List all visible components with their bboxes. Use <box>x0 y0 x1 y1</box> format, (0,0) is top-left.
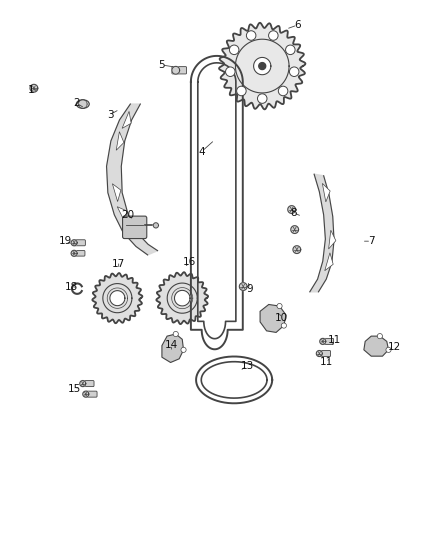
Polygon shape <box>322 183 330 202</box>
Text: 1: 1 <box>28 85 34 95</box>
Text: 8: 8 <box>290 208 297 217</box>
Ellipse shape <box>247 31 256 41</box>
Polygon shape <box>254 58 271 75</box>
Ellipse shape <box>268 31 278 41</box>
Polygon shape <box>239 282 247 290</box>
Polygon shape <box>364 336 389 356</box>
Polygon shape <box>116 132 124 150</box>
FancyBboxPatch shape <box>74 240 85 246</box>
Polygon shape <box>30 84 38 92</box>
FancyBboxPatch shape <box>123 216 147 239</box>
Text: 13: 13 <box>240 361 254 370</box>
FancyBboxPatch shape <box>172 67 187 74</box>
Polygon shape <box>83 391 89 397</box>
Text: 6: 6 <box>294 20 301 30</box>
Text: 3: 3 <box>107 110 113 119</box>
Polygon shape <box>260 304 286 333</box>
Ellipse shape <box>181 347 186 352</box>
Ellipse shape <box>237 86 246 96</box>
Text: 10: 10 <box>275 313 288 323</box>
Polygon shape <box>293 246 301 254</box>
FancyBboxPatch shape <box>319 351 331 357</box>
Text: 4: 4 <box>198 147 205 157</box>
Polygon shape <box>92 273 142 323</box>
Polygon shape <box>310 174 334 292</box>
Polygon shape <box>117 207 127 223</box>
FancyBboxPatch shape <box>83 381 94 386</box>
Text: 18: 18 <box>64 281 78 292</box>
Polygon shape <box>328 230 336 249</box>
Ellipse shape <box>286 45 295 54</box>
Ellipse shape <box>386 347 391 352</box>
Text: 11: 11 <box>328 335 342 345</box>
Ellipse shape <box>76 100 89 108</box>
Ellipse shape <box>226 67 235 76</box>
FancyBboxPatch shape <box>322 338 334 344</box>
FancyBboxPatch shape <box>74 251 85 256</box>
Polygon shape <box>174 290 190 306</box>
Text: 7: 7 <box>368 236 374 246</box>
Polygon shape <box>153 223 159 228</box>
Polygon shape <box>106 104 158 255</box>
Polygon shape <box>71 240 77 246</box>
FancyBboxPatch shape <box>86 391 97 397</box>
Ellipse shape <box>277 303 282 309</box>
Polygon shape <box>113 184 121 201</box>
Polygon shape <box>259 62 266 69</box>
Text: 17: 17 <box>112 259 125 269</box>
Polygon shape <box>156 272 208 324</box>
Polygon shape <box>316 351 322 357</box>
Ellipse shape <box>258 94 267 103</box>
Polygon shape <box>71 251 77 256</box>
Text: 5: 5 <box>159 60 165 70</box>
Polygon shape <box>124 225 135 238</box>
Polygon shape <box>122 111 131 128</box>
Polygon shape <box>162 334 184 362</box>
Text: 20: 20 <box>122 210 135 220</box>
Text: 11: 11 <box>320 358 333 367</box>
Polygon shape <box>219 23 305 109</box>
Ellipse shape <box>230 45 239 54</box>
Ellipse shape <box>278 86 288 96</box>
Text: 9: 9 <box>247 284 254 294</box>
Polygon shape <box>80 381 86 386</box>
Polygon shape <box>172 67 180 74</box>
Ellipse shape <box>173 332 178 337</box>
Ellipse shape <box>281 323 286 328</box>
Text: 15: 15 <box>67 384 81 394</box>
Polygon shape <box>288 206 296 213</box>
Polygon shape <box>325 253 333 271</box>
Text: 12: 12 <box>388 342 401 352</box>
Polygon shape <box>110 290 125 306</box>
Ellipse shape <box>290 67 299 76</box>
Ellipse shape <box>377 334 382 339</box>
Polygon shape <box>291 225 299 233</box>
Text: 19: 19 <box>59 236 72 246</box>
Text: 14: 14 <box>165 340 178 350</box>
Text: 2: 2 <box>73 98 80 108</box>
Text: 16: 16 <box>183 257 196 267</box>
Polygon shape <box>320 338 326 344</box>
